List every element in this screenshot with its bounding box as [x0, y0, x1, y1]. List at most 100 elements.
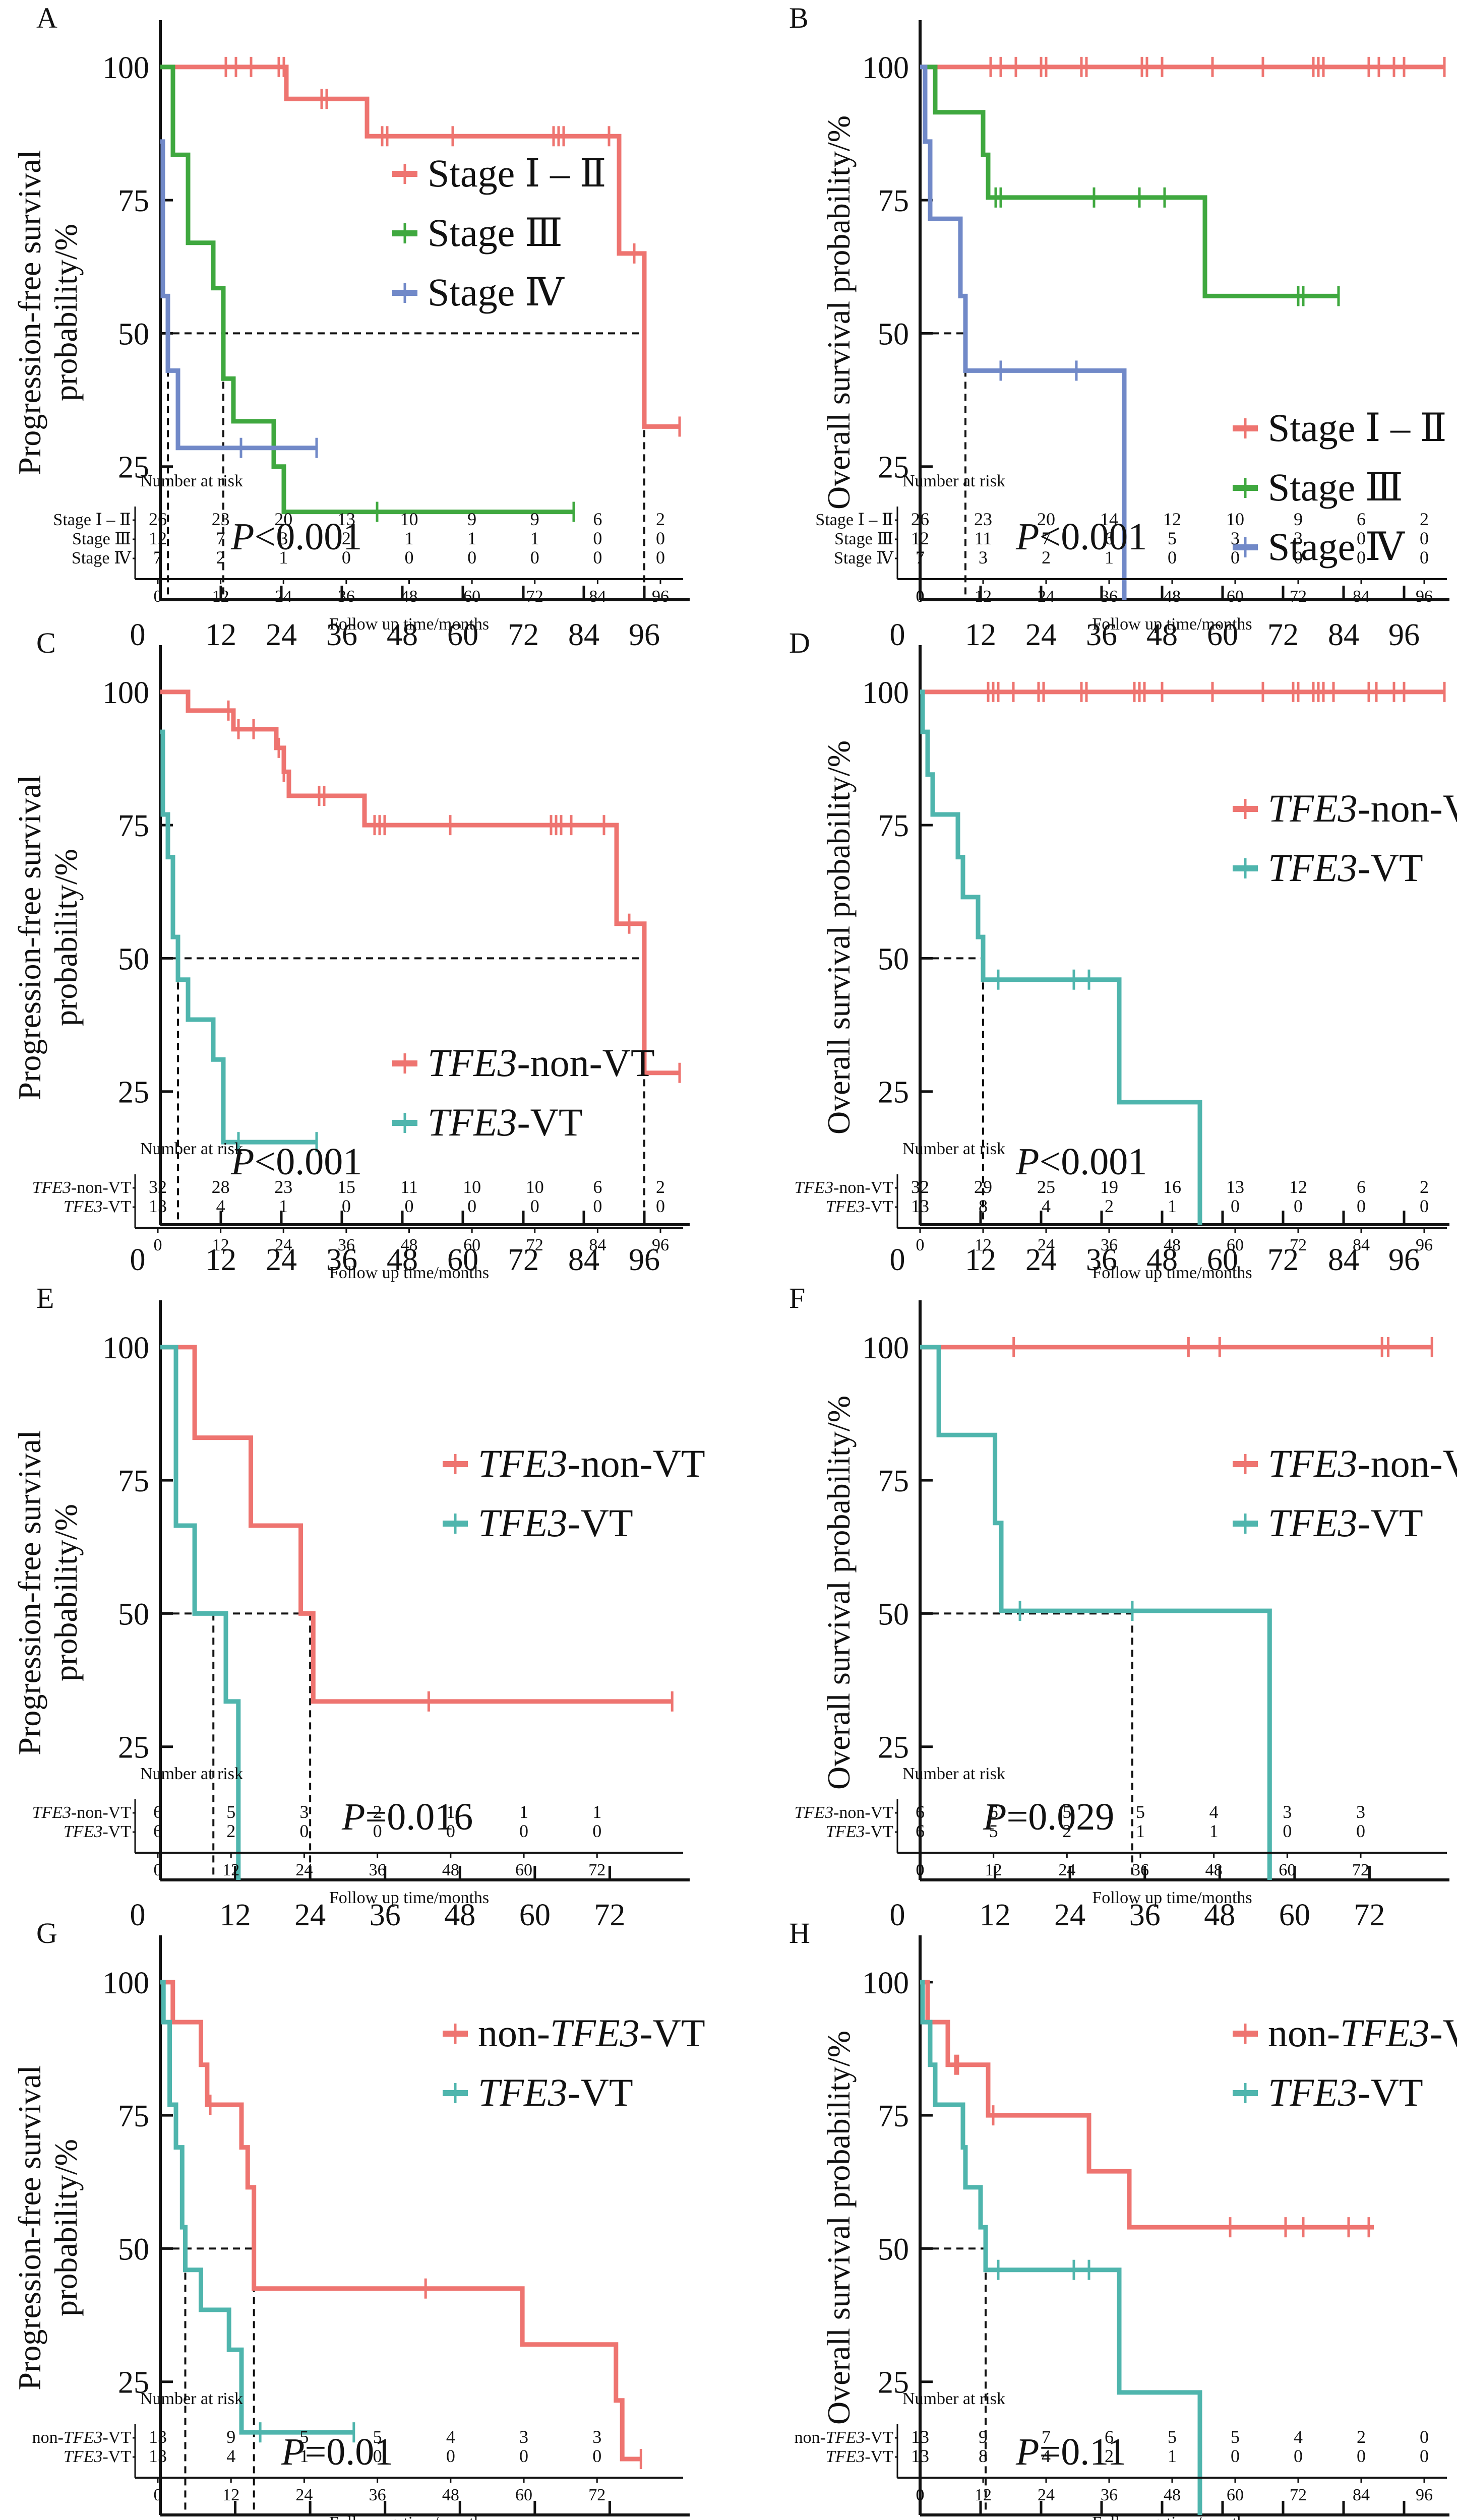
risk-x-tick-label: 60 [1227, 1236, 1244, 1254]
risk-cell: 1 [1209, 1821, 1219, 1841]
y-axis-title: Overall survival probability/% [821, 115, 857, 510]
label-part: -VT [568, 2070, 633, 2114]
label-part: -non-VT [833, 1803, 893, 1822]
y-axis-title: Overall survival probability/% [821, 740, 857, 1135]
label-part: -VT [865, 2447, 893, 2466]
y-tick-label: 50 [118, 317, 149, 351]
km-curve-stage- [920, 65, 1127, 600]
risk-x-tick-label: 48 [442, 1861, 459, 1879]
km-curve-tfe3-vt [160, 729, 317, 1145]
label-part: TFE3 [478, 2070, 568, 2114]
km-curve-stage- [160, 139, 317, 451]
p-value: P=0.01 [281, 2431, 393, 2473]
risk-x-tick-label: 60 [515, 2486, 532, 2504]
legend-label: TFE3-non-VT [1268, 786, 1457, 830]
label-part: TFE3 [795, 1803, 833, 1822]
risk-table-g: Number at risk non-TFE3-VT 13 9 5 5 4 3 3 TFE3-VT… [32, 2389, 683, 2520]
legend-item: TFE3-VT [392, 1100, 583, 1144]
risk-cell: 2 [1420, 1177, 1429, 1197]
risk-cell: 1 [405, 528, 414, 548]
risk-cell: 2 [1105, 1196, 1114, 1216]
label-part: TFE3 [826, 1822, 865, 1841]
km-panel-g: G Progression-free survival probability/% 2… [12, 1917, 705, 2516]
risk-cell: 2 [1042, 547, 1051, 568]
y-axis-title-line: probability/% [48, 2139, 84, 2316]
y-tick-label: 75 [878, 184, 909, 218]
y-tick-label: 75 [878, 1464, 909, 1498]
risk-cell: 0 [1420, 2427, 1429, 2447]
legend-label: Stage Ⅳ [428, 270, 565, 314]
risk-x-tick-label: 48 [1164, 587, 1181, 606]
label-part: TFE3 [1268, 1501, 1358, 1545]
x-tick-label: 0 [890, 618, 905, 652]
risk-cell: 0 [519, 1821, 528, 1841]
risk-x-tick-label: 96 [1416, 2486, 1433, 2504]
label-part: Stage Ⅳ [428, 270, 565, 314]
y-axis-title-line: Progression-free survival [12, 1430, 47, 1755]
risk-cell: 6 [989, 1802, 998, 1822]
label-part: TFE3 [64, 2447, 102, 2466]
risk-cell: 0 [1231, 1196, 1240, 1216]
km-curve-tfe3-non-vt [160, 689, 680, 1076]
label-part: TFE3 [478, 1501, 568, 1545]
legend-label: Stage Ⅰ – Ⅱ [428, 151, 606, 195]
p-value: P=0.029 [983, 1796, 1114, 1838]
risk-cell: 0 [1283, 1821, 1292, 1841]
y-axis-title-line: Progression-free survival [12, 150, 47, 475]
x-tick-label: 24 [1025, 618, 1057, 652]
risk-cell: 25 [1037, 1177, 1055, 1197]
x-tick-label: 84 [568, 1243, 599, 1277]
risk-cell: 13 [149, 2446, 167, 2466]
risk-x-tick-label: 0 [916, 1236, 925, 1254]
risk-cell: 0 [656, 528, 665, 548]
y-axis-label: Progression-free survival probability/% [12, 2065, 84, 2390]
label-part: -VT [1358, 846, 1423, 890]
risk-x-axis-title: Follow up time/months [329, 1264, 489, 1282]
risk-cell: 10 [526, 1177, 544, 1197]
risk-cell: 6 [1105, 528, 1114, 548]
label-part: -VT [865, 1198, 893, 1216]
risk-table-title: Number at risk [902, 1765, 1005, 1783]
p-value: P=0.016 [341, 1796, 473, 1838]
y-axis-title-line: Progression-free survival [12, 2065, 47, 2390]
x-tick-label: 60 [447, 618, 478, 652]
x-tick-label: 48 [387, 1243, 418, 1277]
risk-x-tick-label: 96 [1416, 587, 1433, 606]
risk-cell: 13 [911, 1196, 929, 1216]
label-part: TFE3 [1268, 846, 1358, 890]
legend-label: non-TFE3-VT [1268, 2011, 1457, 2055]
risk-cell: 0 [1357, 547, 1366, 568]
risk-cell: 32 [911, 1177, 929, 1197]
label-part: Stage Ⅰ – Ⅱ [53, 511, 131, 529]
risk-cell: 13 [149, 1196, 167, 1216]
y-tick-label: 25 [118, 1076, 149, 1110]
risk-cell: 0 [1294, 1196, 1303, 1216]
risk-x-axis-title: Follow up time/months [329, 1888, 489, 1907]
x-tick-label: 12 [205, 1243, 236, 1277]
risk-x-tick-label: 12 [985, 1861, 1002, 1879]
risk-row-label: TFE3-VT [64, 1822, 131, 1841]
risk-row-label: TFE3-non-VT [32, 1178, 132, 1197]
risk-cell: 0 [446, 2446, 455, 2466]
legend-label: TFE3-VT [1268, 1501, 1423, 1545]
km-curve-tfe3-vt [920, 1980, 1202, 2515]
x-tick-label: 12 [980, 1898, 1011, 1932]
risk-cell: 9 [530, 509, 539, 529]
label-part: -VT [102, 1822, 131, 1841]
risk-x-tick-label: 48 [1164, 1236, 1181, 1254]
risk-table-title: Number at risk [902, 2389, 1005, 2408]
label-part: TFE3 [826, 1198, 865, 1216]
risk-table-title: Number at risk [140, 1765, 243, 1783]
label-part: TFE3 [550, 2011, 640, 2055]
risk-cell: 9 [226, 2427, 235, 2447]
legend-item: TFE3-VT [443, 1501, 633, 1545]
label-part: TFE3 [32, 1803, 71, 1822]
risk-row-label: TFE3-non-VT [32, 1803, 132, 1822]
risk-x-tick-label: 48 [442, 2486, 459, 2504]
risk-cell: 10 [463, 1177, 481, 1197]
risk-cell: 0 [299, 1821, 309, 1841]
panel-letter: E [36, 1282, 54, 1314]
x-tick-label: 60 [519, 1898, 551, 1932]
